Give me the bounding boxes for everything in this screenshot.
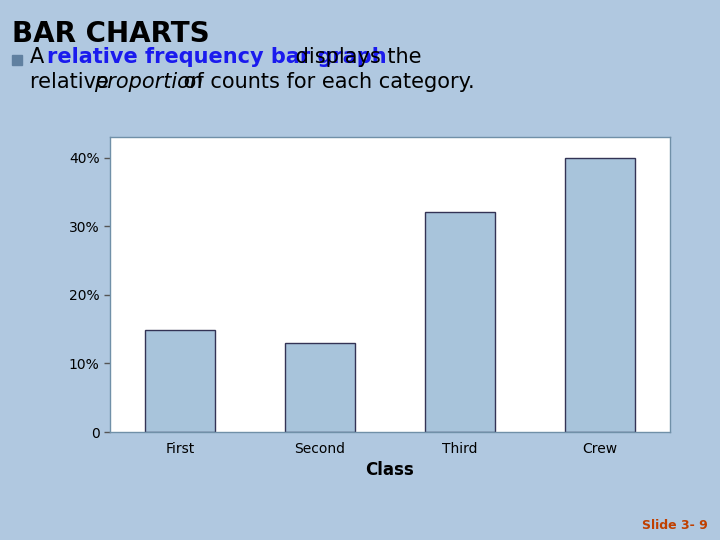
Text: A: A [30,47,51,67]
Text: relative frequency bar graph: relative frequency bar graph [47,47,387,67]
X-axis label: Class: Class [366,461,415,480]
Bar [145,330,215,432]
Text: proportion: proportion [94,72,203,92]
Text: BAR CHARTS: BAR CHARTS [12,20,210,48]
Text: displays the: displays the [289,47,421,67]
Bar [565,158,635,432]
Text: relative: relative [30,72,115,92]
Bar [285,343,355,432]
Bar [12,55,22,65]
Bar [425,212,495,432]
Text: of counts for each category.: of counts for each category. [177,72,474,92]
Text: Slide 3- 9: Slide 3- 9 [642,519,708,532]
